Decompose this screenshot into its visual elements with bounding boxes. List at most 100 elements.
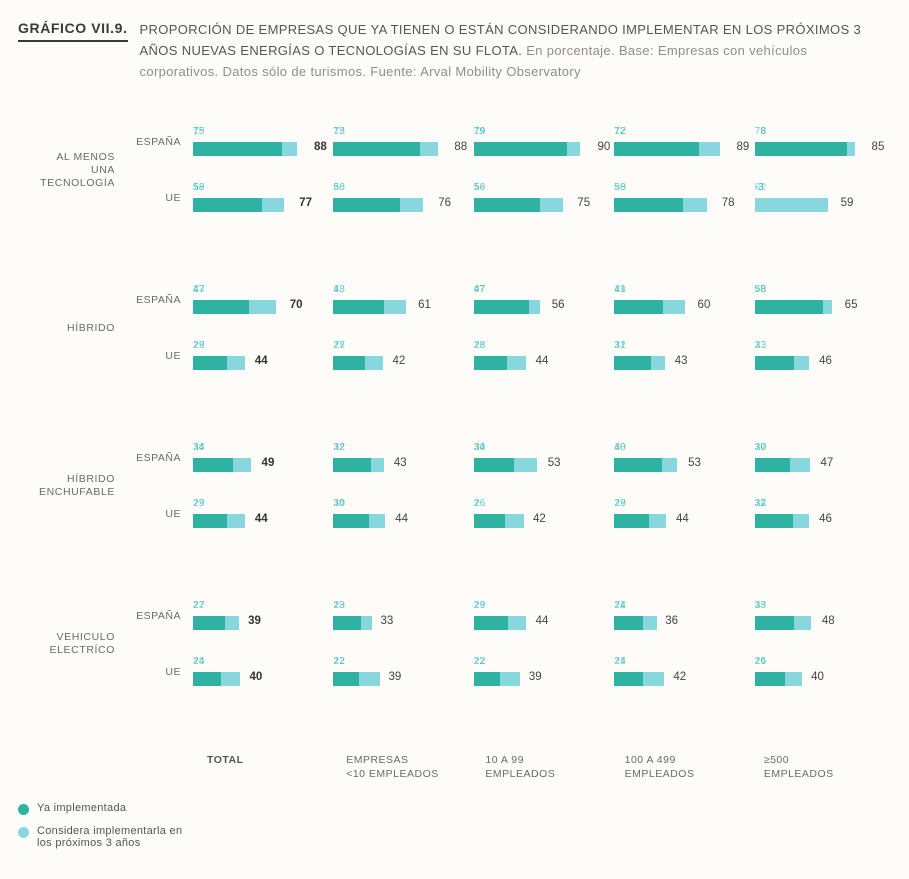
value-considering: 15 — [333, 340, 345, 351]
bar-segment-implemented — [333, 356, 365, 370]
bar-cell: 271239 — [193, 596, 327, 636]
bar-segment-implemented — [755, 356, 794, 370]
bar-cell: 47956 — [474, 280, 608, 320]
bar-cell: 331346 — [755, 336, 889, 376]
value-considering: 12 — [193, 600, 205, 611]
bar-segment-considering — [794, 616, 812, 630]
chart-row: UE241640221739221739241842261440 — [18, 644, 889, 700]
value-total: 70 — [290, 299, 303, 311]
bar-cell: 791190 — [474, 122, 608, 162]
bar-segment-considering — [643, 672, 664, 686]
bar-segment-considering — [514, 458, 536, 472]
bar-segment-implemented — [474, 198, 540, 212]
bar-cell: 241640 — [193, 652, 327, 692]
bar-segment-considering — [420, 142, 438, 156]
value-total: 42 — [673, 671, 686, 683]
legend-swatch-a — [18, 804, 29, 815]
bar-segment-considering — [785, 672, 802, 686]
value-considering: 15 — [193, 498, 205, 509]
legend-item-implemented: Ya implementada — [18, 802, 889, 815]
value-total: 44 — [255, 355, 268, 367]
cells: 291544271542281644311243331346 — [193, 336, 889, 376]
value-total: 44 — [255, 513, 268, 525]
column-header: EMPRESAS<10 EMPLEADOS — [332, 754, 471, 781]
region-label: UE — [123, 192, 193, 204]
bar-segment-considering — [365, 356, 383, 370]
region-label: ESPAÑA — [123, 136, 193, 148]
value-total: 46 — [819, 355, 832, 367]
bar-segment-considering — [249, 300, 276, 314]
bar-cell: 431861 — [333, 280, 467, 320]
bar-segment-implemented — [755, 672, 786, 686]
bar-segment-considering — [540, 198, 562, 212]
bar-cell: 291544 — [193, 494, 327, 534]
chart-body: AL MENOSUNA TECNOLOGÍAESPAÑA751388731588… — [18, 108, 889, 848]
bar-segment-implemented — [193, 672, 221, 686]
stacked-bar — [614, 300, 732, 314]
value-considering: 20 — [333, 182, 345, 193]
value-total: 42 — [393, 355, 406, 367]
stacked-bar — [755, 458, 873, 472]
bar-segment-implemented — [193, 198, 262, 212]
bar-cell: -36259 — [755, 178, 889, 218]
bar-cell: 241236 — [614, 596, 748, 636]
bar-cell: 261642 — [474, 494, 608, 534]
value-considering: 14 — [755, 656, 767, 667]
value-considering: 9 — [474, 284, 480, 295]
bar-segment-implemented — [193, 356, 227, 370]
value-total: 65 — [845, 299, 858, 311]
value-total: 44 — [395, 513, 408, 525]
value-considering: 19 — [474, 182, 486, 193]
value-total: 59 — [841, 197, 854, 209]
bar-cell: 331548 — [755, 596, 889, 636]
bar-segment-considering — [663, 300, 685, 314]
value-considering: 16 — [474, 498, 486, 509]
value-considering: 17 — [755, 442, 767, 453]
stacked-bar — [614, 142, 732, 156]
category-label: AL MENOSUNA TECNOLOGÍA — [18, 151, 123, 190]
bar-cell: 291544 — [193, 336, 327, 376]
value-considering: 18 — [333, 284, 345, 295]
cells: 581977562076561975582078-36259 — [193, 178, 889, 218]
chart-row: HÍBRIDOESPAÑA472370431861479564119605876… — [18, 272, 889, 328]
value-total: 78 — [722, 197, 735, 209]
bar-cell: 291544 — [474, 596, 608, 636]
legend-item-considering: Considera implementarla en los próximos … — [18, 825, 889, 849]
bar-segment-considering — [651, 356, 665, 370]
bar-segment-implemented — [193, 300, 249, 314]
bar-cell: 78785 — [755, 122, 889, 162]
value-total: 88 — [454, 141, 467, 153]
bar-segment-considering — [233, 458, 251, 472]
bar-segment-considering — [790, 458, 810, 472]
chart-row: HÍBRIDOENCHUFABLEESPAÑA34154932114334195… — [18, 430, 889, 486]
value-total: 90 — [597, 141, 610, 153]
value-considering: 17 — [474, 656, 486, 667]
value-considering: 17 — [333, 656, 345, 667]
column-header: 100 A 499EMPLEADOS — [611, 754, 750, 781]
bar-cell: 281644 — [474, 336, 608, 376]
value-considering: 11 — [474, 126, 485, 137]
bar-cell: 721789 — [614, 122, 748, 162]
stacked-bar — [755, 616, 873, 630]
value-total: 36 — [665, 615, 678, 627]
bar-cell: 321143 — [333, 438, 467, 478]
value-considering: 20 — [614, 182, 626, 193]
bar-segment-implemented — [333, 458, 371, 472]
stacked-bar — [474, 356, 592, 370]
value-considering: 15 — [333, 126, 345, 137]
column-headers: TOTALEMPRESAS<10 EMPLEADOS10 A 99EMPLEAD… — [18, 754, 889, 781]
bar-cell: 472370 — [193, 280, 327, 320]
bar-segment-considering — [500, 672, 520, 686]
bar-cell: 751388 — [193, 122, 327, 162]
bar-segment-implemented — [474, 458, 514, 472]
value-considering: 7 — [755, 126, 761, 137]
stacked-bar — [614, 458, 732, 472]
value-considering: 7 — [755, 284, 761, 295]
value-total: 44 — [536, 355, 549, 367]
value-considering: 11 — [333, 442, 344, 453]
bar-segment-implemented — [614, 356, 651, 370]
bar-segment-considering — [508, 616, 526, 630]
bar-cell: 561975 — [474, 178, 608, 218]
bar-cell: 581977 — [193, 178, 327, 218]
bar-segment-considering — [699, 142, 719, 156]
